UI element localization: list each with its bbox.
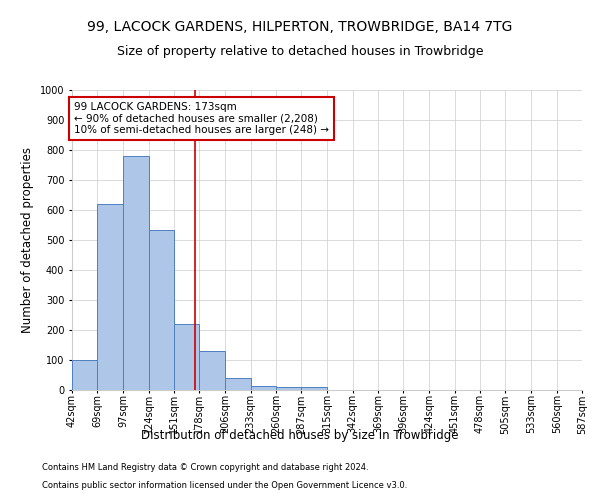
Text: Contains public sector information licensed under the Open Government Licence v3: Contains public sector information licen…: [42, 481, 407, 490]
Text: Distribution of detached houses by size in Trowbridge: Distribution of detached houses by size …: [141, 428, 459, 442]
Text: 99 LACOCK GARDENS: 173sqm
← 90% of detached houses are smaller (2,208)
10% of se: 99 LACOCK GARDENS: 173sqm ← 90% of detac…: [74, 102, 329, 135]
Text: 99, LACOCK GARDENS, HILPERTON, TROWBRIDGE, BA14 7TG: 99, LACOCK GARDENS, HILPERTON, TROWBRIDG…: [88, 20, 512, 34]
Bar: [251, 386, 276, 390]
Bar: [199, 351, 224, 390]
Bar: [97, 204, 122, 390]
Bar: [174, 324, 199, 390]
Bar: [72, 360, 97, 390]
Bar: [124, 156, 149, 390]
Y-axis label: Number of detached properties: Number of detached properties: [22, 147, 34, 333]
Text: Size of property relative to detached houses in Trowbridge: Size of property relative to detached ho…: [117, 45, 483, 58]
Bar: [149, 230, 174, 390]
Bar: [301, 387, 326, 390]
Bar: [226, 378, 251, 390]
Bar: [276, 387, 301, 390]
Text: Contains HM Land Registry data © Crown copyright and database right 2024.: Contains HM Land Registry data © Crown c…: [42, 464, 368, 472]
